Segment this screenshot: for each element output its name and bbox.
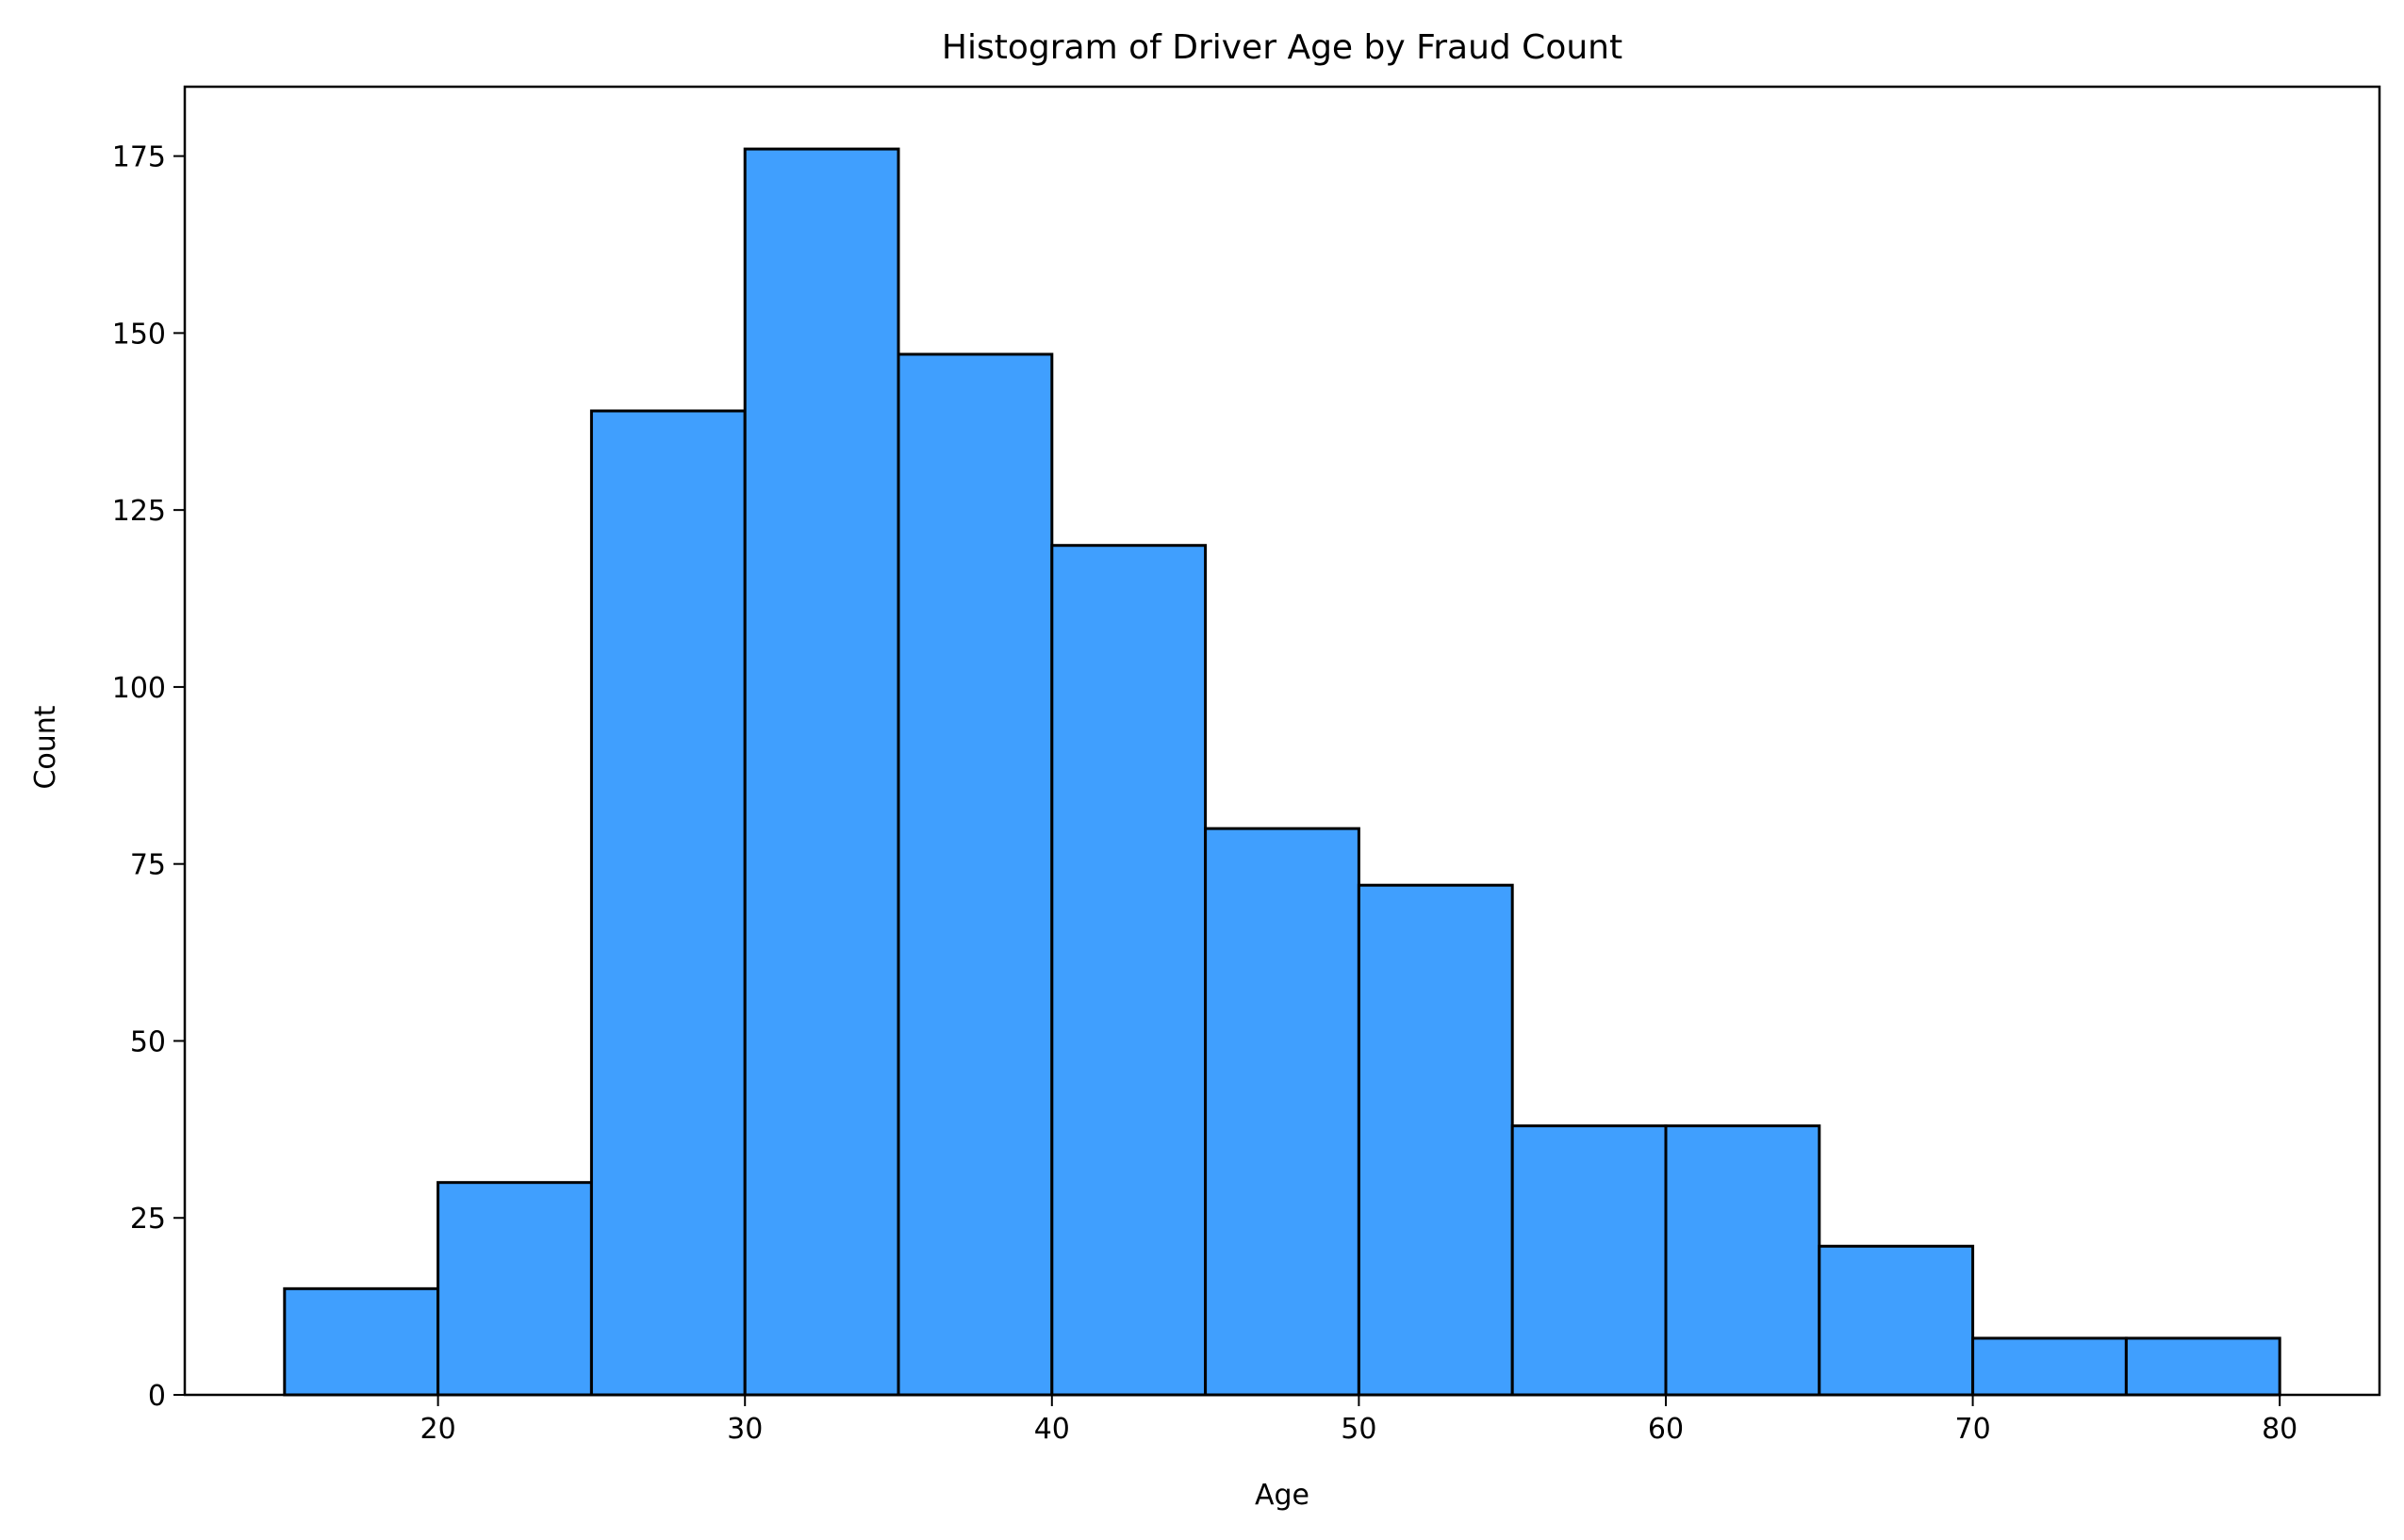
y-axis: 0 25 50 75 100 125 150 175 bbox=[112, 141, 185, 1413]
x-tick-label: 30 bbox=[727, 1413, 763, 1446]
x-axis-label: Age bbox=[1255, 1479, 1309, 1512]
y-tick-label: 50 bbox=[130, 1025, 166, 1058]
bars-group bbox=[283, 147, 2281, 1397]
histogram-bar-75-80 bbox=[2124, 1336, 2281, 1397]
histogram-bar-30-35 bbox=[743, 147, 900, 1397]
histogram-bar-55-60 bbox=[1510, 1124, 1668, 1397]
x-tick-label: 80 bbox=[2262, 1413, 2297, 1446]
y-axis-label: Count bbox=[29, 705, 62, 789]
histogram-bar-60-65 bbox=[1664, 1124, 1821, 1397]
y-tick-label: 150 bbox=[112, 318, 166, 351]
y-tick-label: 175 bbox=[112, 141, 166, 174]
x-tick-label: 60 bbox=[1648, 1413, 1684, 1446]
histogram-bar-20-25 bbox=[436, 1181, 593, 1397]
histogram-bar-35-40 bbox=[897, 352, 1054, 1397]
y-tick-label: 25 bbox=[130, 1203, 166, 1236]
histogram-bar-50-55 bbox=[1357, 883, 1514, 1397]
histogram-bar-25-30 bbox=[589, 409, 747, 1397]
histogram-bar-15-20 bbox=[283, 1286, 440, 1397]
x-tick-label: 40 bbox=[1034, 1413, 1070, 1446]
y-tick-label: 0 bbox=[148, 1380, 166, 1413]
y-tick-label: 75 bbox=[130, 849, 166, 882]
x-tick-label: 20 bbox=[420, 1413, 456, 1446]
histogram-bar-70-75 bbox=[1971, 1336, 2128, 1397]
x-axis: 20 30 40 50 60 70 80 bbox=[420, 1395, 2297, 1446]
chart-title: Histogram of Driver Age by Fraud Count bbox=[942, 28, 1622, 67]
histogram-bar-65-70 bbox=[1818, 1244, 1975, 1397]
y-tick-label: 125 bbox=[112, 495, 166, 528]
histogram-bar-45-50 bbox=[1204, 827, 1360, 1397]
histogram-bar-40-45 bbox=[1050, 544, 1208, 1397]
y-tick-label: 100 bbox=[112, 672, 166, 705]
axes-frame bbox=[183, 85, 2381, 1397]
x-tick-label: 70 bbox=[1954, 1413, 1990, 1446]
x-tick-label: 50 bbox=[1341, 1413, 1376, 1446]
